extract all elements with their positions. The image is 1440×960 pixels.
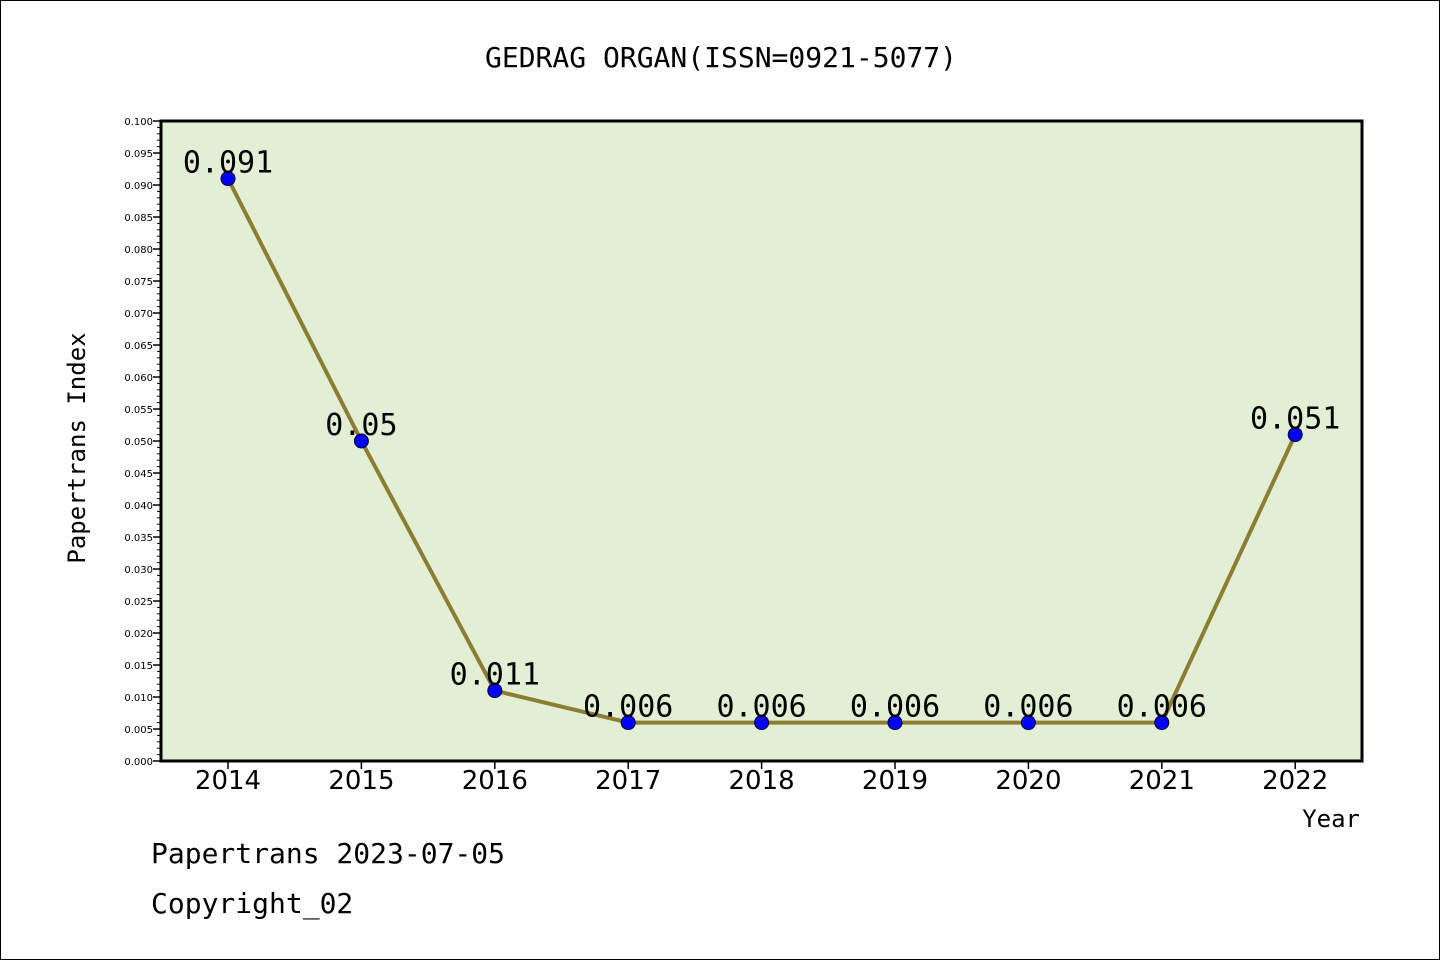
x-axis: 2014 2015 2016 2017 2018 2019 2020 2021 2022 <box>195 761 1328 796</box>
y-tick-label: 0.060 <box>124 373 153 384</box>
data-label: 0.006 <box>983 690 1073 725</box>
y-tick-label: 0.005 <box>124 725 153 736</box>
y-axis-label: Papertrans Index <box>63 332 91 563</box>
series-group: 0.091 0.05 0.011 0.006 0.006 0.006 0.006 0.006 0… <box>183 146 1340 731</box>
y-tick-label: 0.050 <box>124 437 153 448</box>
y-axis: 0.000 0.005 0.010 0.015 0.020 0.025 0.030 0.035… <box>124 117 161 768</box>
data-label: 0.006 <box>716 690 806 725</box>
data-point <box>220 171 236 187</box>
y-tick-label: 0.095 <box>124 149 153 160</box>
y-tick-label: 0.065 <box>124 341 153 352</box>
y-tick-label: 0.090 <box>124 181 153 192</box>
y-tick-label: 0.045 <box>124 469 153 480</box>
data-point <box>487 683 503 699</box>
chart-title: GEDRAG ORGAN(ISSN=0921-5077) <box>485 41 957 74</box>
y-tick-label: 0.055 <box>124 405 153 416</box>
data-point <box>754 715 770 731</box>
x-tick-label: 2022 <box>1262 766 1328 796</box>
y-tick-label: 0.030 <box>124 565 153 576</box>
x-tick-label: 2019 <box>862 766 928 796</box>
data-label: 0.006 <box>1117 690 1207 725</box>
x-tick-label: 2016 <box>462 766 528 796</box>
x-tick-label: 2017 <box>595 766 661 796</box>
y-tick-label: 0.000 <box>124 757 153 768</box>
x-tick-label: 2020 <box>995 766 1061 796</box>
data-point <box>353 433 369 449</box>
data-label: 0.006 <box>850 690 940 725</box>
y-tick-label: 0.070 <box>124 309 153 320</box>
y-tick-label: 0.020 <box>124 629 153 640</box>
y-tick-label: 0.025 <box>124 597 153 608</box>
x-tick-label: 2018 <box>729 766 795 796</box>
footer-date: Papertrans 2023-07-05 <box>151 837 506 870</box>
data-label: 0.091 <box>183 146 273 181</box>
y-tick-label: 0.010 <box>124 693 153 704</box>
data-point <box>887 715 903 731</box>
data-point <box>1154 715 1170 731</box>
y-tick-label: 0.080 <box>124 245 153 256</box>
data-label: 0.011 <box>450 658 540 693</box>
data-point <box>1020 715 1036 731</box>
x-tick-label: 2015 <box>328 766 394 796</box>
data-label: 0.05 <box>325 408 397 443</box>
x-tick-label: 2021 <box>1129 766 1195 796</box>
y-tick-label: 0.040 <box>124 501 153 512</box>
data-point <box>620 715 636 731</box>
footer-copyright: Copyright_02 <box>151 887 354 920</box>
y-tick-label: 0.035 <box>124 533 153 544</box>
y-tick-label: 0.075 <box>124 277 153 288</box>
y-tick-label: 0.015 <box>124 661 153 672</box>
x-axis-label: Year <box>1302 805 1360 833</box>
data-point <box>1287 427 1303 443</box>
y-tick-label: 0.100 <box>124 117 153 128</box>
data-label: 0.006 <box>583 690 673 725</box>
y-tick-label: 0.085 <box>124 213 153 224</box>
data-label: 0.051 <box>1250 402 1340 437</box>
x-tick-label: 2014 <box>195 766 261 796</box>
